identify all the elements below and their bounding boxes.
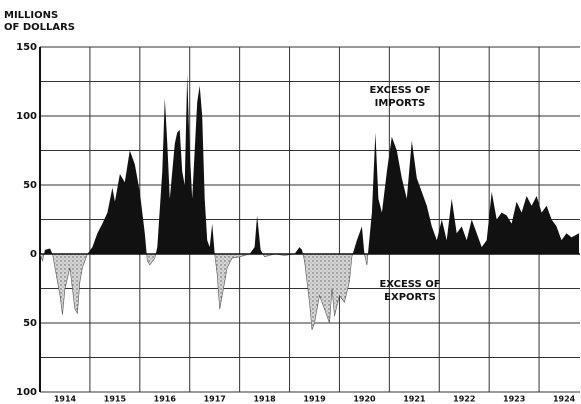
x-tick-label: 1916 xyxy=(154,395,177,404)
y-tick-label: 50 xyxy=(23,180,37,191)
import-area xyxy=(40,74,580,254)
x-tick-label: 1920 xyxy=(353,395,376,404)
y-tick-label: 0 xyxy=(30,249,37,260)
export-area xyxy=(39,254,580,331)
y-tick-label: 100 xyxy=(16,387,37,398)
x-tick-label: 1921 xyxy=(403,395,426,404)
x-tick-label: 1924 xyxy=(553,395,576,404)
x-tick-label: 1914 xyxy=(54,395,77,404)
y-axis-label: OF DOLLARS xyxy=(4,22,75,33)
x-tick-label: 1915 xyxy=(104,395,127,404)
y-axis-label: MILLIONS xyxy=(4,10,58,21)
annotation: EXPORTS xyxy=(384,292,436,303)
x-tick-label: 1917 xyxy=(204,395,226,404)
y-tick-label: 100 xyxy=(16,111,37,122)
x-tick-label: 1918 xyxy=(253,395,276,404)
y-tick-label: 150 xyxy=(16,42,37,53)
annotation: EXCESS OF xyxy=(379,279,440,290)
y-tick-label: 50 xyxy=(23,318,37,329)
x-tick-label: 1919 xyxy=(303,395,326,404)
x-tick-label: 1922 xyxy=(453,395,475,404)
annotation: EXCESS OF xyxy=(369,85,430,96)
x-tick-label: 1923 xyxy=(503,395,525,404)
annotation: IMPORTS xyxy=(375,98,426,109)
